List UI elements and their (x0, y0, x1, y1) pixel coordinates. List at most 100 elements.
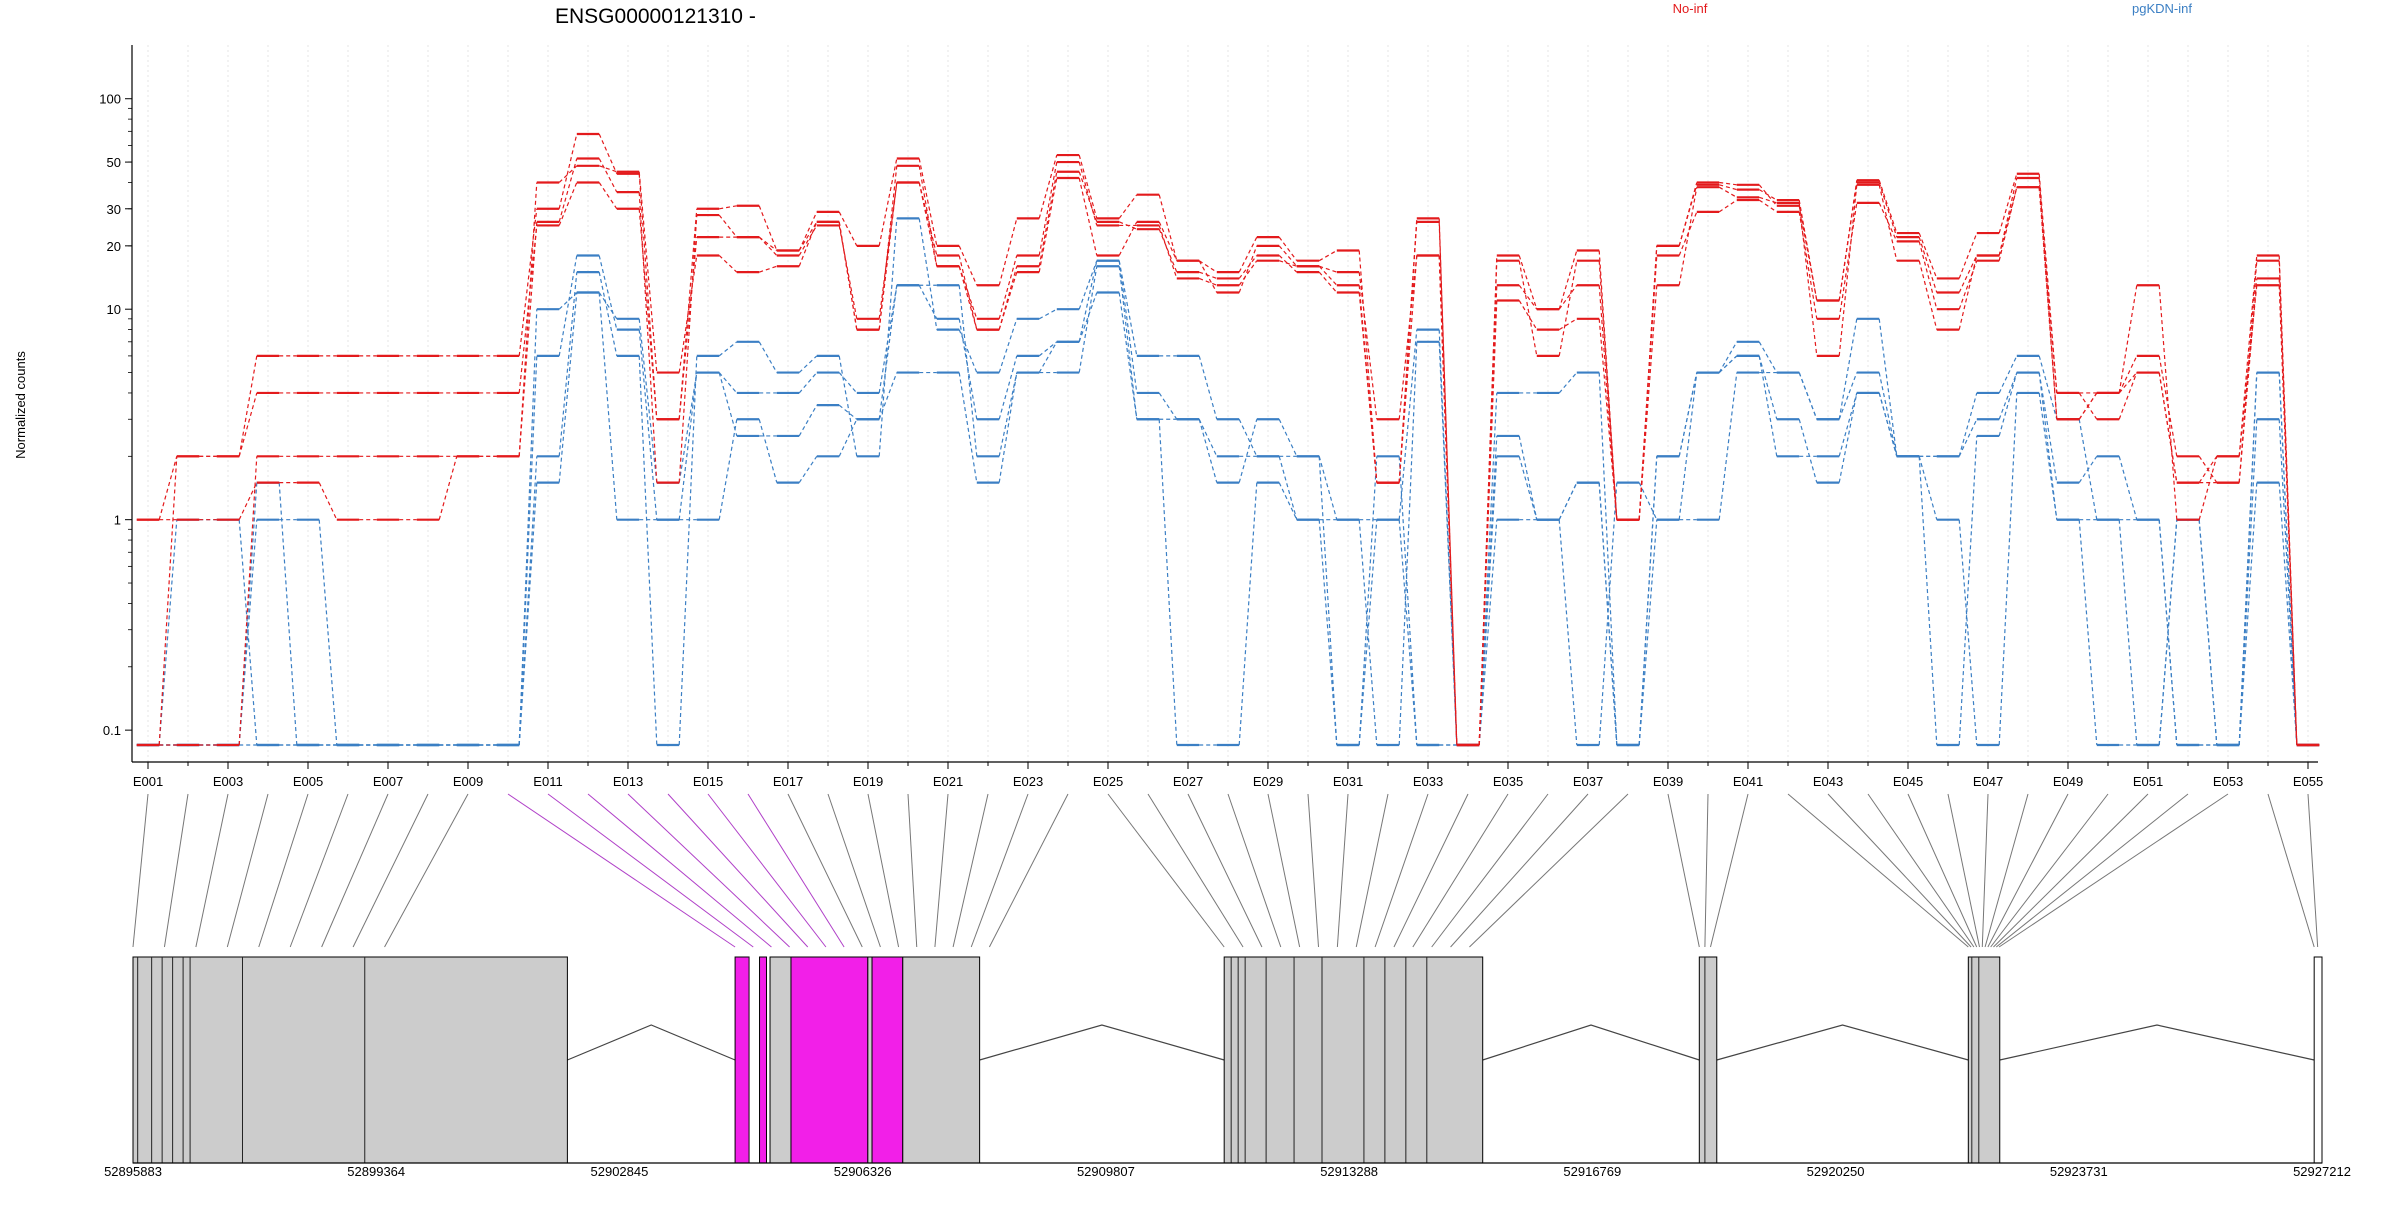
exon-connector-line (958, 318, 978, 420)
x-tick-label: E029 (1253, 774, 1283, 789)
x-tick-label: E027 (1173, 774, 1203, 789)
exon-link-line (787, 793, 863, 948)
x-tick-label: E035 (1493, 774, 1523, 789)
exon-connector-line (1838, 392, 1858, 483)
exon-connector-line (998, 318, 1018, 373)
exon-block (769, 956, 792, 1164)
exon-connector-line (1038, 154, 1058, 219)
y-tick-label: 30 (107, 202, 121, 217)
exon-connector-line (1478, 260, 1498, 746)
genome-tick-label: 52895883 (104, 1164, 162, 1179)
intron-line (567, 1024, 736, 1061)
exon-connector-line (1798, 372, 1818, 420)
exon-connector-line (1118, 292, 1138, 420)
exon-block (790, 956, 869, 1164)
exon-connector-line (838, 372, 858, 394)
exon-connector-line (878, 158, 898, 246)
exon-link-line (934, 793, 949, 948)
exon-connector-line (1598, 482, 1618, 746)
exon-connector-line (798, 211, 818, 251)
exon-connector-line (1398, 341, 1418, 746)
exon-connector-line (678, 355, 698, 746)
exon-connector-line (2038, 372, 2058, 483)
exon-connector-line (238, 519, 258, 746)
exon-connector-line (638, 329, 658, 520)
genome-tick-label: 52909807 (1077, 1164, 1135, 1179)
series-layer (136, 132, 2320, 747)
x-tick-label: E045 (1893, 774, 1923, 789)
exon-connector-line (1078, 171, 1098, 223)
exon-connector-line (1678, 372, 1698, 457)
exon-connector-line (2038, 173, 2058, 394)
x-tick-label: E043 (1813, 774, 1843, 789)
exon-connector-line (758, 236, 778, 256)
exon-connector-line (1678, 187, 1698, 286)
exon-link-line (1981, 793, 1989, 948)
exon-connector-line (158, 519, 178, 746)
exon-connector-line (838, 221, 858, 330)
exon-connector-line (998, 372, 1018, 457)
exon-link-line (1710, 793, 1749, 948)
exon-connector-line (1038, 341, 1058, 357)
exon-connector-line (838, 225, 858, 319)
exon-link-line (1995, 793, 2189, 948)
exon-connector-line (1198, 355, 1218, 420)
exon-connector-line (1918, 241, 1938, 310)
exon-connector-line (1878, 318, 1898, 457)
exon-connector-line (1518, 456, 1538, 520)
exon-connector-line (718, 341, 738, 357)
exon-connector-line (2238, 255, 2258, 457)
exon-connector-line (1158, 221, 1178, 261)
genome-tick-label: 52913288 (1320, 1164, 1378, 1179)
exon-connector-line (1118, 221, 1138, 256)
exon-connector-line (1318, 519, 1338, 746)
exon-connector-line (1558, 260, 1578, 357)
exon-connector-line (1558, 284, 1578, 310)
exon-link-line (1993, 793, 2149, 948)
exon-connector-line (1759, 196, 1777, 204)
genome-tick-label: 52916769 (1563, 1164, 1621, 1179)
exon-connector-line (638, 173, 658, 420)
exon-connector-line (558, 292, 578, 483)
y-tick-label: 10 (107, 302, 121, 317)
exon-connector-line (2038, 355, 2058, 420)
exon-connector-line (1518, 300, 1538, 330)
exon-connector-line (1279, 260, 1297, 267)
exon-connector-line (1358, 292, 1378, 483)
exon-connector-line (1718, 355, 1738, 373)
exon-connector-line (1478, 456, 1498, 746)
exon-connector-line (1958, 255, 1978, 330)
exon-connector-line (1918, 232, 1938, 279)
exon-block (759, 956, 768, 1164)
exon-connector-line (1118, 260, 1138, 357)
x-tick-label: E019 (853, 774, 883, 789)
exon-connector-line (1558, 372, 1578, 394)
exon-connector-line (798, 221, 818, 251)
exon-link-line (1412, 793, 1509, 948)
exon-connector-line (1518, 260, 1538, 357)
exon-link-line (195, 793, 229, 948)
exon-connector-line (998, 271, 1018, 330)
exon-link-line (226, 793, 269, 948)
exon-link-line (1450, 793, 1589, 948)
vertical-grid (147, 45, 2309, 762)
exon-connector-line (1038, 341, 1058, 373)
exon-connector-line (2278, 419, 2298, 746)
exon-connector-line (1158, 225, 1178, 279)
exon-connector-line (518, 208, 538, 356)
exon-connector-line (1038, 161, 1058, 256)
exon-connector-line (1398, 456, 1418, 746)
exon-connector-line (1998, 392, 2018, 746)
exon-connector-line (1758, 189, 1778, 201)
exon-connector-line (1078, 177, 1098, 256)
exon-connector-line (1238, 245, 1258, 293)
exon-connector-line (1878, 184, 1898, 261)
exon-connector-line (1238, 482, 1258, 746)
exon-link-line (1336, 793, 1349, 948)
exon-connector-line (558, 158, 578, 223)
exon-connector-line (2238, 260, 2258, 483)
exon-connector-line (1838, 318, 1858, 420)
exon-connector-line (878, 182, 898, 319)
exon-connector-line (1518, 284, 1538, 310)
